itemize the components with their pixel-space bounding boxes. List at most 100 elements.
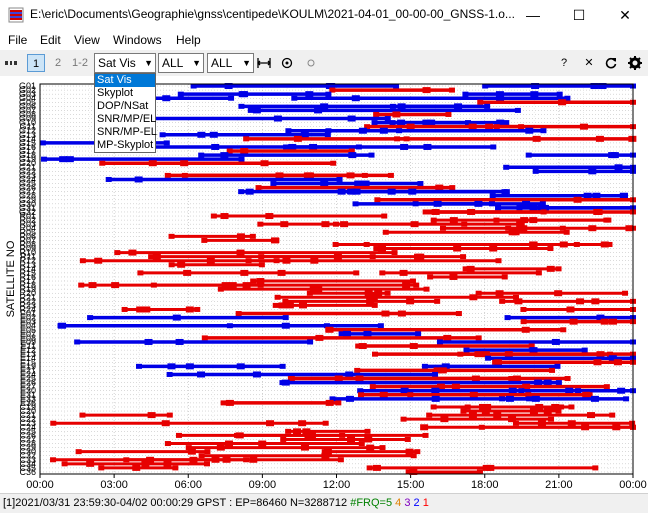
arc-start-marker	[329, 87, 336, 93]
option-snr-mp-el-2[interactable]: SNR/MP-EL	[97, 126, 157, 138]
arc-start-marker	[405, 469, 412, 475]
arc-end-marker	[339, 432, 346, 438]
arc-end-marker	[512, 294, 519, 300]
arc-start-marker	[463, 347, 470, 353]
help-button[interactable]: ?	[560, 57, 568, 69]
settings-gear-icon[interactable]	[628, 56, 642, 70]
arc-end-marker	[605, 217, 612, 223]
slip-marker	[180, 160, 189, 167]
arc-start-marker	[532, 168, 539, 174]
slip-marker	[495, 91, 504, 98]
slip-marker	[469, 294, 478, 301]
slip-marker	[495, 290, 504, 297]
slip-marker	[493, 412, 502, 419]
rover1-button[interactable]: 1	[27, 54, 45, 72]
arc-start-marker	[374, 197, 381, 203]
arc-start-marker	[421, 363, 428, 369]
frequency-filter-select[interactable]: ALL ▼	[207, 53, 254, 73]
slip-marker	[354, 180, 363, 187]
arc-end-marker	[203, 461, 210, 467]
arc-start-marker	[250, 278, 257, 284]
rover2-button[interactable]: 2	[54, 57, 62, 69]
satellite-label: C27	[19, 434, 36, 444]
slip-marker	[431, 387, 440, 394]
slip-marker	[132, 464, 141, 471]
maximize-button[interactable]: ☐	[572, 7, 586, 23]
arc-start-marker	[492, 359, 499, 365]
menu-windows[interactable]: Windows	[113, 33, 162, 47]
menu-help[interactable]: Help	[176, 33, 201, 47]
frequency-filter-value: ALL	[211, 56, 233, 70]
arc-start-marker	[332, 221, 339, 227]
menu-file[interactable]: File	[8, 33, 28, 47]
option-snr-mp-el[interactable]: SNR/MP/EL	[97, 113, 157, 125]
show-track-icon[interactable]	[306, 58, 316, 68]
slip-marker	[614, 164, 623, 171]
plot-type-select[interactable]: Sat Vis ▼	[94, 53, 156, 73]
satellite-label: R19	[19, 284, 36, 294]
slip-marker	[531, 83, 540, 90]
arc-start-marker	[164, 172, 171, 178]
satellite-label: E31	[20, 390, 36, 400]
option-mp-skyplot[interactable]: MP-Skyplot	[97, 139, 154, 151]
x-tick-label: 03:00	[100, 479, 128, 491]
option-sat-vis[interactable]: Sat Vis	[95, 74, 155, 87]
satellite-label: R05	[19, 227, 36, 237]
connect-icon[interactable]	[5, 58, 17, 68]
arc-start-marker	[430, 217, 437, 223]
arc-end-marker	[368, 152, 375, 158]
satellite-label: G17	[19, 146, 36, 156]
center-origin-icon[interactable]	[281, 57, 293, 69]
slip-marker	[591, 298, 600, 305]
option-dop-nsat[interactable]: DOP/NSat	[97, 100, 149, 112]
reload-icon[interactable]	[605, 57, 617, 69]
slip-marker	[379, 391, 388, 398]
slip-marker	[321, 452, 330, 459]
slip-marker	[402, 282, 411, 289]
arc-start-marker	[525, 152, 532, 158]
x-tick-label: 15:00	[397, 479, 425, 491]
status-text: 2021/03/31 23:59:30-04/02 00:00:29 GPST …	[15, 497, 348, 509]
close-plot-button[interactable]: ✕	[584, 57, 594, 69]
slip-marker	[566, 306, 575, 313]
rover12-button[interactable]: 1-2	[72, 57, 88, 69]
option-skyplot[interactable]: Skyplot	[97, 87, 134, 99]
satellite-label: C33	[19, 455, 36, 465]
slip-marker	[347, 188, 356, 195]
menu-view[interactable]: View	[74, 33, 100, 47]
menu-edit[interactable]: Edit	[40, 33, 61, 47]
close-window-button[interactable]: ✕	[619, 7, 631, 23]
minimize-button[interactable]: —	[526, 7, 540, 23]
arc-end-marker	[560, 327, 567, 333]
satellite-label: C23	[19, 418, 36, 428]
arc-end-marker	[518, 221, 525, 227]
slip-marker	[582, 391, 591, 398]
slip-marker	[187, 448, 196, 455]
arc-end-marker	[358, 441, 365, 447]
slip-marker	[347, 115, 356, 122]
satellite-label: R13	[19, 260, 36, 270]
satellite-label: G23	[19, 170, 36, 180]
satellite-label: G01	[19, 81, 36, 91]
slip-marker	[220, 213, 229, 220]
satellite-label: R11	[20, 252, 36, 262]
satellite-label: C22	[19, 414, 36, 424]
arc-end-marker	[361, 172, 368, 178]
arc-end-marker	[282, 315, 289, 321]
arc-end-marker	[622, 290, 629, 296]
satellite-label: R17	[19, 276, 36, 286]
arc-end-marker	[273, 258, 280, 264]
arc-start-marker	[255, 185, 262, 191]
satellite-filter-select[interactable]: ALL ▼	[158, 53, 204, 73]
arc-end-marker	[547, 246, 554, 252]
arc-end-marker	[379, 445, 386, 451]
arc-start-marker	[41, 156, 48, 162]
satellite-visibility-plot[interactable]: G01G02G03G04G05G06G07G08G09G10G11G12G13G…	[0, 76, 648, 493]
satellite-label: G28	[19, 191, 36, 201]
arc-start-marker	[285, 428, 292, 434]
fit-horizontal-icon[interactable]	[257, 57, 271, 69]
satellite-label: E03	[20, 317, 36, 327]
rtkplot-app-icon	[8, 7, 24, 23]
slip-marker	[88, 282, 97, 289]
arc-start-marker	[503, 164, 510, 170]
